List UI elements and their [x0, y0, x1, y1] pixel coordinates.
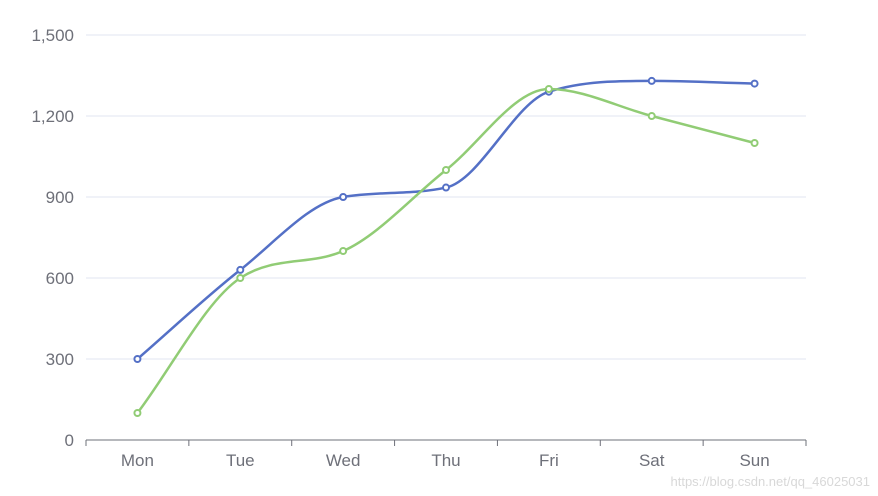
- series-layer: [133, 76, 759, 417]
- grid-lines: [86, 34, 806, 360]
- x-tick-label: Fri: [539, 451, 559, 470]
- y-tick-label: 1,500: [31, 26, 74, 45]
- y-axis-labels: 0 300 600 900 1,200 1,500: [31, 26, 74, 450]
- x-tick-label: Mon: [121, 451, 154, 470]
- x-tick-label: Thu: [431, 451, 460, 470]
- series-line: [136, 79, 756, 361]
- series-1: [133, 76, 759, 363]
- data-point[interactable]: [442, 183, 450, 192]
- series-line: [136, 87, 756, 415]
- data-point[interactable]: [750, 139, 759, 147]
- data-point[interactable]: [750, 79, 759, 88]
- data-point[interactable]: [339, 193, 348, 201]
- x-tick-label: Sun: [739, 451, 769, 470]
- data-point[interactable]: [133, 409, 142, 417]
- data-point[interactable]: [339, 247, 348, 255]
- x-tick-label: Tue: [226, 451, 255, 470]
- data-point[interactable]: [236, 265, 245, 274]
- y-tick-label: 900: [46, 188, 74, 207]
- data-point[interactable]: [647, 112, 656, 120]
- watermark: https://blog.csdn.net/qq_46025031: [671, 474, 871, 489]
- data-point[interactable]: [544, 85, 553, 93]
- y-tick-label: 1,200: [31, 107, 74, 126]
- x-tick-label: Wed: [326, 451, 361, 470]
- x-tick-label: Sat: [639, 451, 665, 470]
- data-point[interactable]: [442, 166, 450, 174]
- y-tick-label: 600: [46, 269, 74, 288]
- data-point[interactable]: [236, 274, 245, 282]
- y-tick-label: 0: [65, 431, 74, 450]
- data-point[interactable]: [647, 76, 656, 85]
- data-point[interactable]: [133, 355, 142, 363]
- y-tick-label: 300: [46, 350, 74, 369]
- x-axis: Mon Tue Wed Thu Fri Sat Sun: [85, 439, 807, 470]
- series-2: [133, 85, 759, 417]
